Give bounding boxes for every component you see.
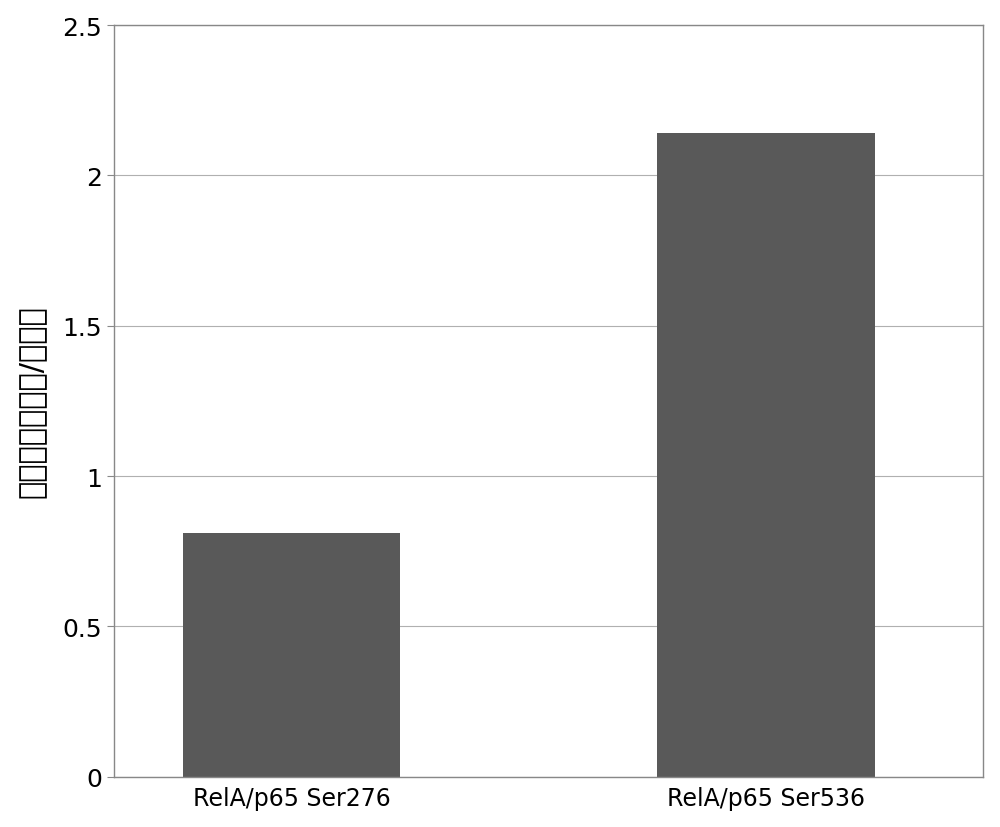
Bar <box>183 533 400 777</box>
Bar <box>657 134 875 777</box>
Y-axis label: 相对水平（肿瘀/正常）: 相对水平（肿瘀/正常） <box>17 305 46 498</box>
